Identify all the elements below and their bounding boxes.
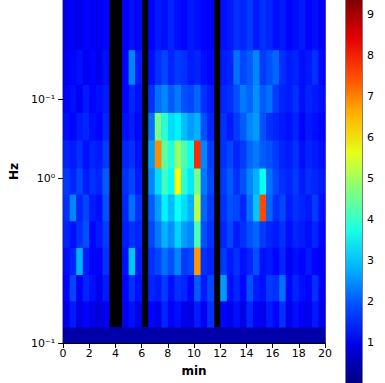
- svg-text:16: 16: [266, 347, 280, 360]
- svg-text:0: 0: [60, 347, 67, 360]
- svg-text:10⁰: 10⁰: [37, 172, 56, 185]
- svg-text:4: 4: [367, 213, 374, 226]
- svg-text:18: 18: [292, 347, 306, 360]
- svg-text:5: 5: [367, 172, 374, 185]
- svg-text:6: 6: [138, 347, 145, 360]
- svg-text:6: 6: [367, 131, 374, 144]
- svg-text:Hz: Hz: [7, 163, 21, 180]
- svg-text:2: 2: [86, 347, 93, 360]
- svg-text:7: 7: [367, 90, 374, 103]
- svg-text:10⁻¹: 10⁻¹: [31, 337, 55, 350]
- svg-text:3: 3: [367, 254, 374, 267]
- svg-text:9: 9: [367, 8, 374, 21]
- svg-text:10: 10: [187, 347, 201, 360]
- svg-text:20: 20: [318, 347, 332, 360]
- svg-text:min: min: [181, 364, 206, 378]
- svg-text:14: 14: [239, 347, 253, 360]
- svg-text:8: 8: [367, 49, 374, 62]
- svg-text:10⁻¹: 10⁻¹: [31, 93, 55, 106]
- svg-text:8: 8: [164, 347, 171, 360]
- svg-text:2: 2: [367, 295, 374, 308]
- svg-text:4: 4: [112, 347, 119, 360]
- svg-text:1: 1: [367, 336, 374, 349]
- svg-text:12: 12: [213, 347, 227, 360]
